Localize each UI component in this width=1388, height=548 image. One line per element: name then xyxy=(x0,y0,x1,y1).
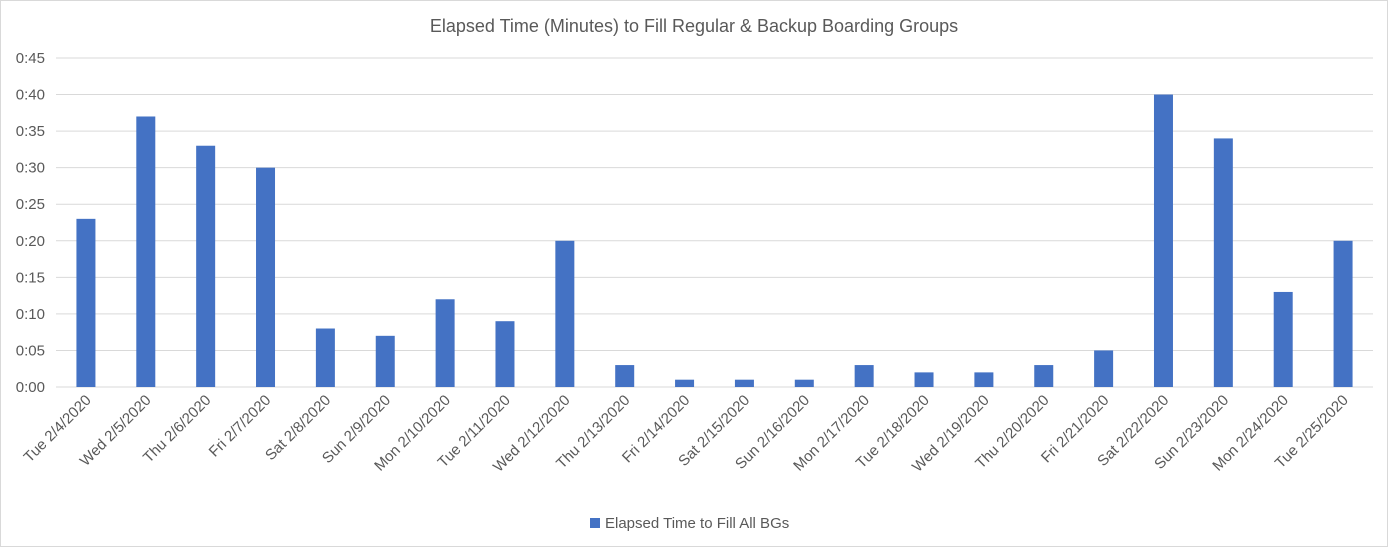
bar xyxy=(675,379,695,387)
bars xyxy=(76,94,1353,388)
y-tick-label: 0:20 xyxy=(16,233,45,250)
bar xyxy=(974,372,994,387)
y-tick-label: 0:00 xyxy=(16,379,45,396)
bar xyxy=(854,365,874,387)
y-tick-label: 0:05 xyxy=(16,342,45,359)
bar xyxy=(615,365,635,387)
bar xyxy=(256,167,276,387)
chart-title: Elapsed Time (Minutes) to Fill Regular &… xyxy=(430,16,958,36)
y-tick-label: 0:40 xyxy=(16,87,45,104)
y-tick-label: 0:35 xyxy=(16,123,45,140)
bar xyxy=(495,321,515,387)
bar xyxy=(794,379,814,387)
legend-label: Elapsed Time to Fill All BGs xyxy=(605,515,789,532)
bar xyxy=(136,116,156,387)
bar xyxy=(76,218,96,387)
bar xyxy=(315,328,335,387)
bar xyxy=(1094,350,1114,387)
bar xyxy=(435,299,455,387)
bar xyxy=(1034,365,1054,387)
bar xyxy=(914,372,934,387)
bar xyxy=(375,335,395,387)
legend: Elapsed Time to Fill All BGs xyxy=(590,515,789,532)
y-tick-label: 0:25 xyxy=(16,196,45,213)
gridlines xyxy=(56,57,1373,388)
bar xyxy=(196,145,216,387)
bar xyxy=(1333,240,1353,387)
bar xyxy=(734,379,754,387)
y-tick-label: 0:15 xyxy=(16,269,45,286)
legend-swatch xyxy=(590,518,600,528)
y-tick-label: 0:45 xyxy=(16,50,45,67)
bar xyxy=(1153,94,1173,388)
bar xyxy=(1213,138,1233,387)
y-tick-label: 0:30 xyxy=(16,160,45,177)
y-tick-label: 0:10 xyxy=(16,306,45,323)
bar xyxy=(555,240,575,387)
y-axis-ticks: 0:00 0:05 0:10 0:15 0:20 0:25 0:30 0:35 0:40 0:45 xyxy=(16,50,45,396)
bar xyxy=(1273,291,1293,387)
